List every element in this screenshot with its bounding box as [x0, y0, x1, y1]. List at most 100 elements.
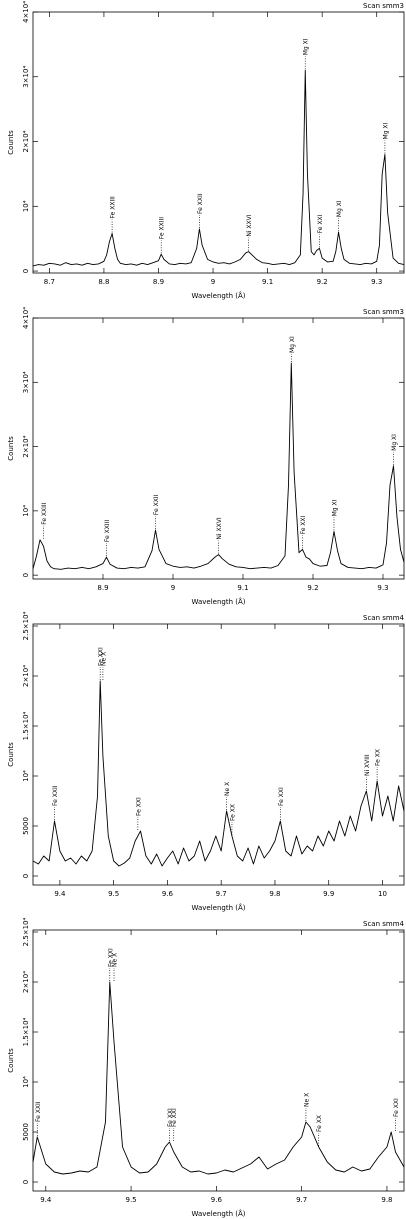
y-tick-label: 10⁴	[22, 505, 30, 517]
y-tick-label: 10⁴	[22, 200, 30, 212]
line-label: Ni XXVI	[216, 517, 223, 539]
y-tick-label: 4×10⁴	[22, 1, 30, 23]
y-tick-label: 10⁴	[22, 1076, 30, 1088]
y-tick-label: 2.5×10⁴	[22, 917, 30, 946]
x-axis-label: Wavelength (Å)	[191, 903, 245, 912]
line-label: Ni XXVI	[246, 214, 253, 236]
x-tick-label: 9.2	[307, 584, 318, 592]
panel-title: Scan smm3	[363, 2, 404, 10]
x-tick-label: 9.1	[262, 278, 273, 286]
x-tick-label: 8.8	[98, 278, 109, 286]
y-tick-label: 0	[22, 269, 30, 273]
x-tick-label: 9.6	[162, 890, 174, 898]
panel: Scan smm3 Wavelength (Å) Counts 8.9 9 9.1 9.2 9…	[7, 307, 405, 606]
line-label: Mg XI	[303, 38, 310, 55]
x-tick-label: 9.8	[381, 1196, 392, 1204]
y-tick-label: 4×10⁴	[22, 307, 30, 329]
line-label: Fe XXI	[317, 214, 324, 233]
y-tick-label: 2.5×10⁴	[22, 611, 30, 640]
plot-frame	[32, 11, 405, 274]
line-label: Fe XXII	[153, 494, 160, 515]
y-axis-label: Counts	[7, 1048, 15, 1073]
x-axis-label: Wavelength (Å)	[191, 597, 245, 606]
line-label: Mg XI	[391, 434, 398, 451]
y-axis-label: Counts	[7, 742, 15, 767]
y-tick-label: 1.5×10⁴	[22, 1017, 30, 1046]
y-tick-label: 2×10⁴	[22, 971, 30, 993]
x-tick-label: 9.2	[317, 278, 328, 286]
line-label: Fe XXI	[135, 797, 142, 816]
plot-frame	[32, 623, 405, 886]
x-tick-label: 9.5	[126, 1196, 137, 1204]
line-label: Fe XXI	[107, 948, 114, 967]
line-label: Fe XXI	[278, 787, 285, 806]
y-tick-label: 2×10⁴	[22, 130, 30, 152]
line-label: Fe XXIII	[159, 217, 166, 239]
panel: Scan smm3 Wavelength (Å) Counts 8.7 8.8 8.9 9 9…	[7, 1, 405, 300]
line-label: Fe XXI	[171, 1108, 178, 1127]
x-tick-label: 8.9	[97, 584, 108, 592]
x-tick-label: 8.9	[153, 278, 164, 286]
y-tick-label: 5000	[22, 1123, 30, 1141]
y-tick-label: 1.5×10⁴	[22, 711, 30, 740]
spectrum-line	[32, 362, 405, 570]
x-tick-label: 9.4	[40, 1196, 52, 1204]
spectrum-line	[32, 981, 405, 1175]
x-tick-label: 8.7	[44, 278, 55, 286]
x-tick-label: 9.9	[323, 890, 334, 898]
panel-title: Scan smm3	[363, 308, 404, 316]
panel: Scan smm4 Wavelength (Å) Counts 9.4 9.5 9.6 9.…	[7, 611, 405, 912]
plot-frame	[32, 317, 405, 580]
panel-title: Scan smm4	[363, 614, 405, 622]
y-tick-label: 2×10⁴	[22, 665, 30, 687]
x-tick-label: 9	[211, 278, 215, 286]
y-tick-label: 10⁴	[22, 770, 30, 782]
x-axis-label: Wavelength (Å)	[191, 291, 245, 300]
line-label: Mg XI	[382, 122, 389, 139]
spectrum-line	[32, 680, 405, 867]
x-tick-label: 10	[378, 890, 387, 898]
line-label: Ni XVIII	[364, 754, 371, 776]
x-tick-label: 9	[171, 584, 175, 592]
x-tick-label: 9.6	[211, 1196, 223, 1204]
x-tick-label: 9.4	[54, 890, 66, 898]
line-label: Ne X	[100, 652, 107, 666]
x-tick-label: 9.1	[237, 584, 248, 592]
x-tick-label: 9.3	[371, 278, 382, 286]
line-label: Mg XI	[332, 499, 339, 516]
y-axis-label: Counts	[7, 130, 15, 155]
y-tick-label: 5000	[22, 817, 30, 835]
panel: Scan smm4 Wavelength (Å) Counts 9.4 9.5 9.6 9.…	[7, 917, 405, 1218]
line-label: Fe XX	[229, 804, 236, 821]
spectrum-line	[32, 69, 405, 267]
y-tick-label: 0	[22, 573, 30, 577]
y-tick-label: 3×10⁴	[22, 66, 30, 88]
line-label: Fe XXIII	[41, 502, 48, 524]
line-label: Fe XX	[375, 749, 382, 766]
x-tick-label: 9.8	[269, 890, 280, 898]
line-label: Fe XXI	[393, 1098, 400, 1117]
y-tick-label: 2×10⁴	[22, 435, 30, 457]
line-label: Fe XXII	[35, 1101, 42, 1122]
x-tick-label: 9.5	[108, 890, 119, 898]
line-label: Fe XXI	[300, 515, 307, 534]
line-label: Fe XXI	[98, 647, 105, 666]
x-axis-label: Wavelength (Å)	[191, 1209, 245, 1218]
line-label: Fe XXII	[197, 193, 204, 214]
line-label: Fe XX	[316, 1115, 323, 1132]
panel-title: Scan smm4	[363, 920, 405, 928]
line-label: Ne X	[224, 782, 231, 796]
line-label: Ne X	[303, 1093, 310, 1107]
line-label: Mg XI	[336, 200, 343, 217]
x-tick-label: 9.7	[216, 890, 227, 898]
line-label: Mg XI	[289, 336, 296, 353]
x-tick-label: 9.3	[377, 584, 388, 592]
line-label: Fe XXI	[167, 1108, 174, 1127]
line-label: Fe XXII	[52, 785, 59, 806]
plot-frame	[32, 929, 405, 1192]
y-tick-label: 0	[22, 874, 30, 878]
y-tick-label: 0	[22, 1180, 30, 1184]
line-label: Ne X	[112, 953, 119, 967]
